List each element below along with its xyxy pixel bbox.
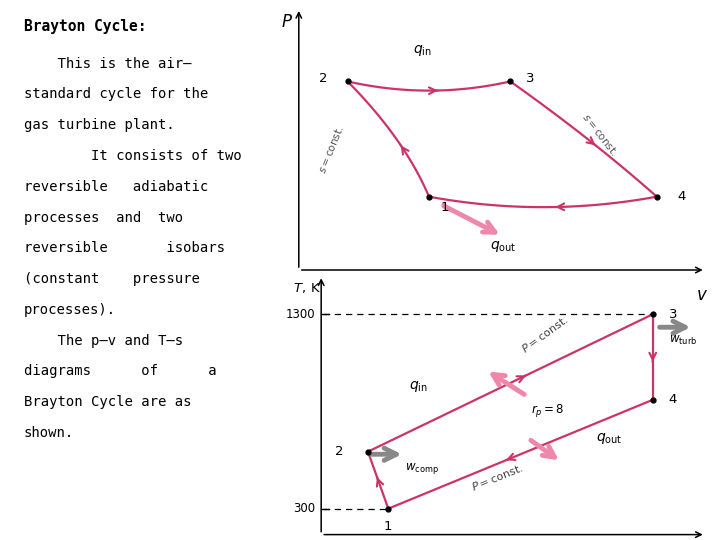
Text: 1: 1 (441, 201, 449, 214)
Text: 1: 1 (384, 521, 392, 534)
Text: Brayton Cycle:: Brayton Cycle: (24, 19, 146, 34)
Text: $P$: $P$ (281, 14, 292, 31)
Text: 4: 4 (677, 190, 685, 203)
Text: $w_{\rm turb}$: $w_{\rm turb}$ (669, 334, 697, 347)
Text: 4: 4 (669, 393, 678, 406)
Text: 1300: 1300 (285, 308, 315, 321)
Text: $w_{\rm comp}$: $w_{\rm comp}$ (405, 461, 438, 476)
Text: $P = {\rm const.}$: $P = {\rm const.}$ (469, 461, 525, 492)
Text: $q_{\rm in}$: $q_{\rm in}$ (413, 43, 431, 58)
Text: processes).: processes). (24, 303, 116, 317)
Text: The p–v and T–s: The p–v and T–s (24, 334, 183, 348)
Text: $T,\,\mathrm{K}$: $T,\,\mathrm{K}$ (293, 281, 321, 295)
Text: 3: 3 (669, 308, 678, 321)
Text: Brayton Cycle are as: Brayton Cycle are as (24, 395, 192, 409)
Text: It consists of two: It consists of two (24, 149, 242, 163)
Text: $q_{\rm out}$: $q_{\rm out}$ (490, 239, 516, 254)
Text: $v$: $v$ (696, 286, 708, 303)
Text: 2: 2 (336, 445, 343, 458)
Text: gas turbine plant.: gas turbine plant. (24, 118, 175, 132)
Text: $r_p = 8$: $r_p = 8$ (531, 402, 564, 419)
Text: standard cycle for the: standard cycle for the (24, 87, 208, 102)
Text: shown.: shown. (24, 426, 74, 440)
Text: 2: 2 (319, 72, 328, 85)
Text: $q_{\rm out}$: $q_{\rm out}$ (595, 431, 622, 446)
Text: $s = {\rm const.}$: $s = {\rm const.}$ (580, 110, 620, 157)
Text: 300: 300 (293, 502, 315, 515)
Text: This is the air–: This is the air– (24, 57, 192, 71)
Text: processes  and  two: processes and two (24, 211, 183, 225)
Text: diagrams      of      a: diagrams of a (24, 364, 217, 379)
Text: reversible       isobars: reversible isobars (24, 241, 225, 255)
Text: 3: 3 (526, 72, 535, 85)
Text: $s = {\rm const.}$: $s = {\rm const.}$ (316, 124, 346, 175)
Text: $q_{\rm in}$: $q_{\rm in}$ (409, 380, 428, 394)
Text: $P = {\rm const.}$: $P = {\rm const.}$ (518, 313, 570, 355)
Text: (constant    pressure: (constant pressure (24, 272, 199, 286)
Text: reversible   adiabatic: reversible adiabatic (24, 180, 208, 194)
